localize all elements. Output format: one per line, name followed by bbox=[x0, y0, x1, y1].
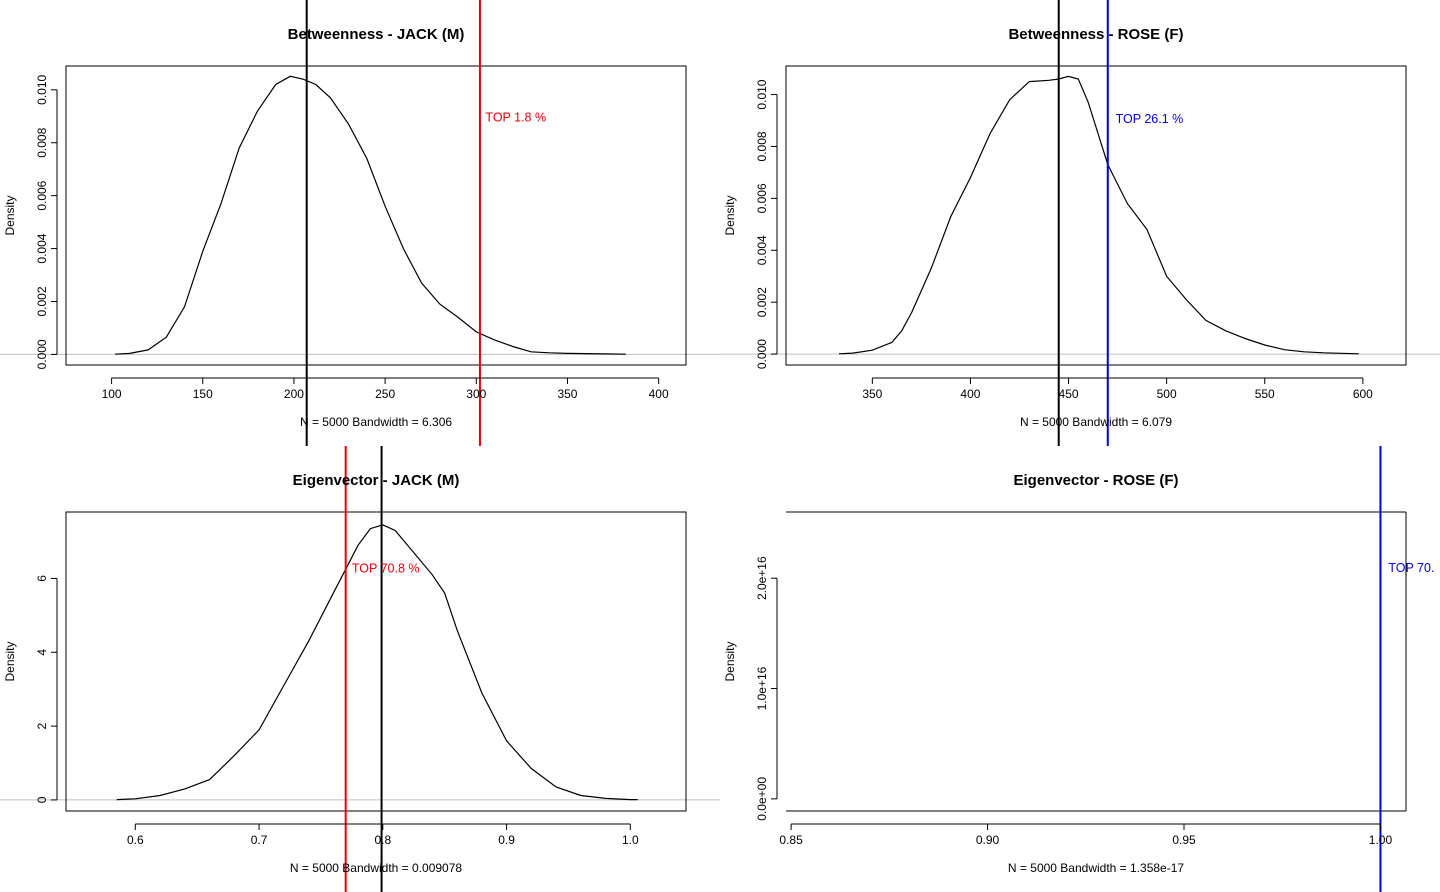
x-tick-label: 500 bbox=[1157, 387, 1177, 401]
x-tick-label: 0.7 bbox=[251, 833, 268, 847]
x-tick-label: 0.95 bbox=[1172, 833, 1196, 847]
y-tick-label: 0.010 bbox=[35, 74, 49, 104]
x-tick-label: 300 bbox=[466, 387, 486, 401]
y-tick-label: 2 bbox=[35, 722, 49, 729]
chart-title: Betweenness - JACK (M) bbox=[288, 26, 465, 43]
x-axis-label: N = 5000 Bandwidth = 6.079 bbox=[1020, 415, 1172, 429]
x-tick-label: 600 bbox=[1353, 387, 1373, 401]
y-tick-label: 6 bbox=[35, 575, 49, 582]
y-tick-label: 0 bbox=[35, 796, 49, 803]
density-curve bbox=[115, 75, 626, 355]
y-tick-label: 0.0e+00 bbox=[755, 777, 769, 821]
y-tick-label: 2.0e+16 bbox=[755, 556, 769, 600]
x-tick-label: 1.0 bbox=[622, 833, 639, 847]
plot-frame bbox=[65, 65, 687, 366]
x-tick-label: 400 bbox=[960, 387, 980, 401]
density-curve bbox=[116, 524, 638, 801]
y-axis-label: Density bbox=[723, 641, 737, 681]
x-tick-label: 0.90 bbox=[976, 833, 1000, 847]
y-tick-label: 0.004 bbox=[35, 233, 49, 263]
y-axis-label: Density bbox=[723, 195, 737, 235]
x-tick-label: 0.85 bbox=[779, 833, 803, 847]
top-percentile-annotation: TOP 1.8 % bbox=[485, 110, 546, 124]
chart-panel-4: 0.85 0.90 0.95 1.00 0.0e+00 1.0e+16 2.0e+16 Eig… bbox=[723, 446, 1434, 892]
chart-title: Betweenness - ROSE (F) bbox=[1008, 26, 1183, 43]
y-tick-label: 0.008 bbox=[35, 127, 49, 157]
x-tick-label: 250 bbox=[375, 387, 395, 401]
chart-title: Eigenvector - ROSE (F) bbox=[1013, 472, 1178, 489]
y-tick-label: 0.000 bbox=[755, 339, 769, 369]
y-axis-label: Density bbox=[3, 641, 17, 681]
x-tick-label: 450 bbox=[1059, 387, 1079, 401]
x-tick-label: 0.9 bbox=[498, 833, 515, 847]
y-tick-label: 0.002 bbox=[35, 286, 49, 316]
y-tick-label: 4 bbox=[35, 649, 49, 656]
chart-panel-2: 350 400 450 500 550 600 0.000 0.002 0.004 0.006 0.… bbox=[720, 0, 1440, 446]
x-tick-label: 350 bbox=[862, 387, 882, 401]
x-axis-label: N = 5000 Bandwidth = 1.358e-17 bbox=[1008, 861, 1184, 875]
x-tick-label: 100 bbox=[102, 387, 122, 401]
y-tick-label: 0.004 bbox=[755, 235, 769, 265]
y-tick-label: 0.010 bbox=[755, 79, 769, 109]
top-percentile-annotation: TOP 26.1 % bbox=[1116, 112, 1184, 126]
plot-frame bbox=[785, 65, 1407, 366]
x-tick-label: 1.00 bbox=[1369, 833, 1393, 847]
y-tick-label: 0.008 bbox=[755, 131, 769, 161]
chart-panel-1: 100 150 200 250 300 350 400 0.000 0.002 0.004 0.00… bbox=[0, 0, 720, 446]
top-percentile-annotation: TOP 70.8 % bbox=[352, 561, 420, 575]
chart-panel-3: 0.6 0.7 0.8 0.9 1.0 0 2 4 6 Eigenvector - JACK (M… bbox=[0, 446, 720, 892]
plot-frame bbox=[65, 511, 687, 812]
x-tick-label: 0.6 bbox=[127, 833, 144, 847]
y-tick-label: 0.000 bbox=[35, 339, 49, 369]
density-curve bbox=[838, 75, 1359, 355]
x-axis-label: N = 5000 Bandwidth = 6.306 bbox=[300, 415, 452, 429]
x-tick-label: 150 bbox=[193, 387, 213, 401]
x-tick-label: 0.8 bbox=[374, 833, 391, 847]
x-tick-label: 200 bbox=[284, 387, 304, 401]
y-tick-label: 0.006 bbox=[35, 180, 49, 210]
x-tick-label: 550 bbox=[1255, 387, 1275, 401]
x-tick-label: 350 bbox=[557, 387, 577, 401]
x-tick-label: 400 bbox=[649, 387, 669, 401]
top-percentile-annotation: TOP 70. bbox=[1388, 561, 1434, 575]
chart-title: Eigenvector - JACK (M) bbox=[293, 472, 460, 489]
y-tick-label: 1.0e+16 bbox=[755, 666, 769, 710]
x-axis-label: N = 5000 Bandwidth = 0.009078 bbox=[290, 861, 462, 875]
y-tick-label: 0.006 bbox=[755, 183, 769, 213]
y-tick-label: 0.002 bbox=[755, 287, 769, 317]
y-axis-label: Density bbox=[3, 195, 17, 235]
